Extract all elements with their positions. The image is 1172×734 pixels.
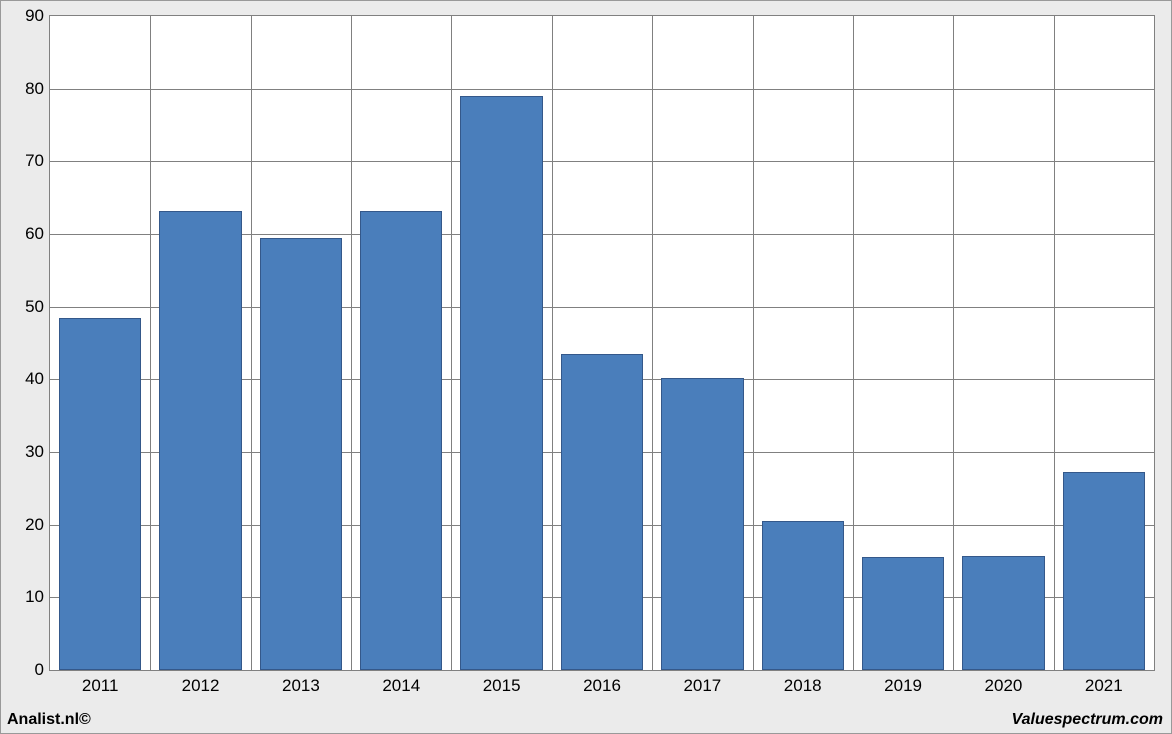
x-tick-label: 2016 xyxy=(583,676,621,696)
x-tick-label: 2019 xyxy=(884,676,922,696)
bar xyxy=(962,556,1044,670)
x-tick-label: 2013 xyxy=(282,676,320,696)
gridline-v xyxy=(853,16,854,670)
x-tick-label: 2012 xyxy=(182,676,220,696)
chart-container: 0 10 20 30 40 50 60 70 80 90 2011 2012 2013 2014 2015 2… xyxy=(0,0,1172,734)
x-tick-label: 2018 xyxy=(784,676,822,696)
gridline-v xyxy=(351,16,352,670)
bar xyxy=(260,238,342,670)
gridline-v xyxy=(251,16,252,670)
gridline-v xyxy=(652,16,653,670)
y-tick-label: 10 xyxy=(25,587,44,607)
y-tick-label: 0 xyxy=(35,660,44,680)
bar xyxy=(762,521,844,670)
x-tick-label: 2021 xyxy=(1085,676,1123,696)
footer-right: Valuespectrum.com xyxy=(1012,711,1163,729)
y-tick-label: 40 xyxy=(25,369,44,389)
x-tick-label: 2020 xyxy=(985,676,1023,696)
y-tick-label: 30 xyxy=(25,442,44,462)
bar xyxy=(1063,472,1145,670)
y-tick-label: 90 xyxy=(25,6,44,26)
y-tick-label: 70 xyxy=(25,151,44,171)
x-tick-label: 2014 xyxy=(382,676,420,696)
gridline-v xyxy=(953,16,954,670)
gridline-v xyxy=(451,16,452,670)
x-tick-label: 2017 xyxy=(683,676,721,696)
plot-area: 0102030405060708090201120122013201420152… xyxy=(49,15,1155,671)
gridline-v xyxy=(552,16,553,670)
bar xyxy=(862,557,944,670)
y-tick-label: 60 xyxy=(25,224,44,244)
chart-inner: 0 10 20 30 40 50 60 70 80 90 2011 2012 2013 2014 2015 2… xyxy=(7,7,1165,705)
y-tick-label: 80 xyxy=(25,79,44,99)
x-tick-label: 2011 xyxy=(82,676,119,696)
footer-left: Analist.nl© xyxy=(7,711,91,729)
gridline-v xyxy=(150,16,151,670)
gridline-h xyxy=(50,89,1154,90)
bar xyxy=(460,96,542,670)
y-tick-label: 20 xyxy=(25,515,44,535)
bar xyxy=(561,354,643,670)
y-tick-label: 50 xyxy=(25,297,44,317)
gridline-v xyxy=(1054,16,1055,670)
gridline-h xyxy=(50,161,1154,162)
x-tick-label: 2015 xyxy=(483,676,521,696)
bar xyxy=(59,318,141,670)
bar xyxy=(360,211,442,670)
gridline-v xyxy=(753,16,754,670)
bar xyxy=(661,378,743,670)
bar xyxy=(159,211,241,670)
